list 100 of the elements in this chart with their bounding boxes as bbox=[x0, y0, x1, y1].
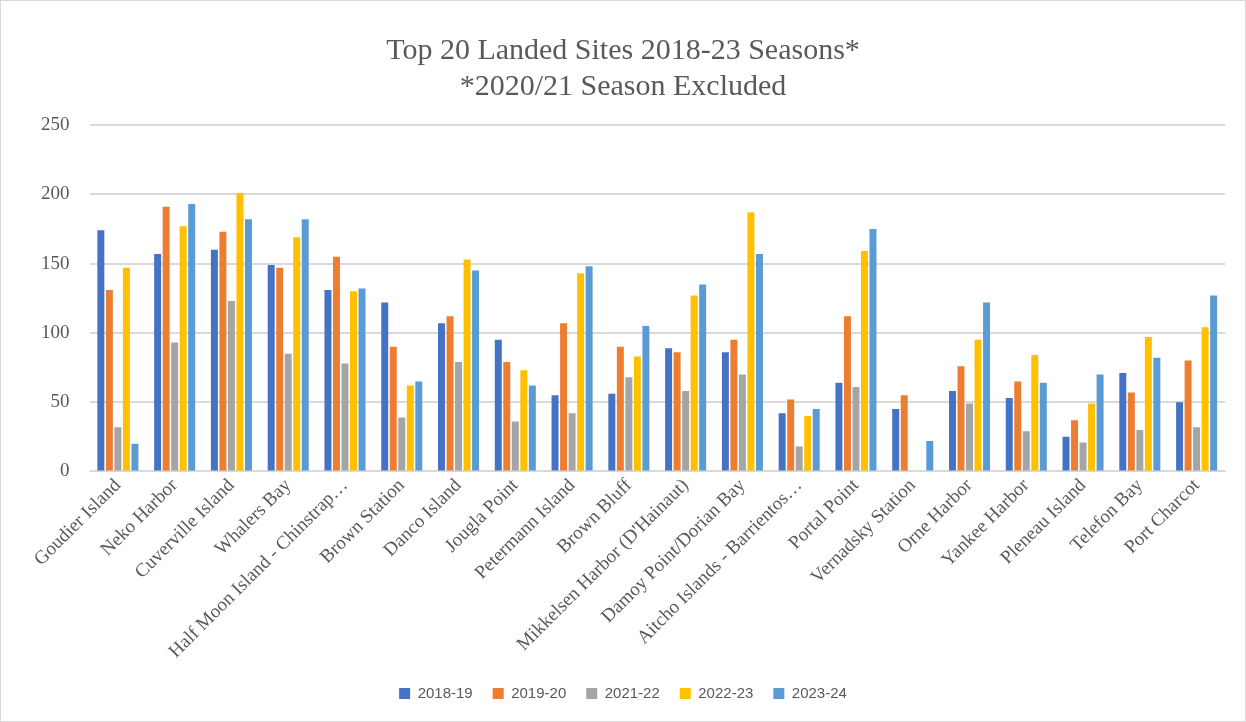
bar bbox=[900, 395, 908, 471]
bar bbox=[494, 339, 502, 471]
bar bbox=[210, 249, 218, 471]
bar bbox=[350, 291, 357, 471]
y-tick-label: 150 bbox=[41, 251, 70, 273]
bar bbox=[301, 219, 309, 471]
bar bbox=[332, 256, 340, 471]
bar bbox=[154, 253, 162, 471]
legend-label: 2023-24 bbox=[791, 683, 847, 701]
bar bbox=[455, 362, 463, 471]
bar bbox=[560, 323, 568, 471]
bar bbox=[721, 352, 729, 471]
bar bbox=[926, 441, 934, 471]
bar bbox=[1022, 431, 1030, 471]
bar bbox=[738, 374, 746, 471]
bar bbox=[503, 362, 511, 471]
bar bbox=[358, 288, 366, 471]
bar bbox=[293, 237, 301, 471]
chart-title: Top 20 Landed Sites 2018-23 Seasons* bbox=[386, 31, 860, 65]
bar bbox=[381, 302, 389, 471]
bar bbox=[673, 352, 681, 471]
bar bbox=[665, 348, 673, 471]
bar bbox=[608, 393, 616, 471]
bar bbox=[568, 413, 576, 471]
bar bbox=[341, 363, 349, 471]
bar bbox=[415, 381, 423, 471]
bar bbox=[1210, 295, 1218, 471]
bar bbox=[585, 266, 593, 471]
bar bbox=[236, 192, 244, 471]
bar bbox=[1096, 374, 1104, 471]
legend-label: 2022-23 bbox=[698, 683, 754, 701]
bar bbox=[1193, 427, 1201, 471]
bar bbox=[1127, 392, 1135, 471]
bar bbox=[1119, 373, 1127, 471]
bar bbox=[843, 316, 851, 471]
bar bbox=[852, 386, 860, 471]
bar bbox=[948, 391, 956, 471]
bar bbox=[511, 421, 519, 471]
bar bbox=[438, 323, 445, 471]
bar bbox=[625, 377, 633, 471]
bar bbox=[324, 289, 332, 471]
y-tick-label: 100 bbox=[41, 320, 70, 342]
bar bbox=[472, 270, 480, 471]
bar bbox=[804, 416, 812, 471]
bar bbox=[1136, 429, 1144, 471]
bar bbox=[682, 391, 690, 471]
bar bbox=[463, 259, 471, 471]
bar bbox=[528, 385, 536, 471]
bar bbox=[690, 295, 698, 471]
bar bbox=[812, 409, 820, 471]
bar bbox=[227, 301, 235, 471]
bar bbox=[974, 339, 982, 471]
bar bbox=[105, 289, 113, 471]
legend-label: 2018-19 bbox=[417, 683, 473, 701]
bar bbox=[1071, 420, 1079, 471]
bar bbox=[1079, 442, 1087, 471]
bar bbox=[1176, 402, 1184, 471]
bar bbox=[755, 253, 763, 471]
bar bbox=[747, 212, 755, 471]
bar bbox=[616, 346, 624, 471]
bar bbox=[219, 231, 227, 471]
bar bbox=[446, 316, 454, 471]
bar bbox=[122, 267, 130, 471]
bar bbox=[1031, 355, 1039, 471]
bar bbox=[1153, 357, 1161, 471]
bar bbox=[131, 443, 139, 471]
bar bbox=[983, 302, 991, 471]
bar bbox=[97, 230, 105, 471]
bar bbox=[179, 226, 187, 471]
y-tick-label: 200 bbox=[41, 182, 70, 204]
y-tick-label: 50 bbox=[50, 390, 70, 412]
bar bbox=[577, 273, 585, 471]
bar bbox=[398, 417, 406, 471]
bar bbox=[860, 251, 868, 471]
bar bbox=[244, 219, 252, 471]
bar bbox=[1039, 382, 1047, 471]
bar bbox=[1014, 381, 1022, 471]
y-tick-label: 250 bbox=[41, 112, 70, 134]
bar bbox=[1184, 360, 1192, 471]
bar bbox=[1144, 337, 1152, 471]
bar bbox=[114, 427, 122, 471]
bar bbox=[1062, 436, 1070, 471]
y-tick-label: 0 bbox=[60, 459, 70, 481]
bar bbox=[642, 325, 650, 471]
bar bbox=[892, 409, 900, 471]
bar bbox=[730, 339, 738, 471]
legend-label: 2021-22 bbox=[604, 683, 660, 701]
bar bbox=[966, 403, 973, 471]
chart-subtitle: *2020/21 Season Excluded bbox=[459, 67, 787, 101]
bar bbox=[284, 353, 292, 471]
bar bbox=[787, 399, 795, 471]
bar bbox=[1005, 398, 1013, 471]
bar bbox=[1088, 403, 1096, 471]
bar bbox=[267, 264, 275, 471]
bar bbox=[276, 267, 284, 471]
bar bbox=[1201, 327, 1209, 471]
bar bbox=[699, 284, 707, 471]
bar bbox=[162, 206, 170, 471]
bar bbox=[633, 356, 641, 471]
legend-label: 2019-20 bbox=[511, 683, 567, 701]
